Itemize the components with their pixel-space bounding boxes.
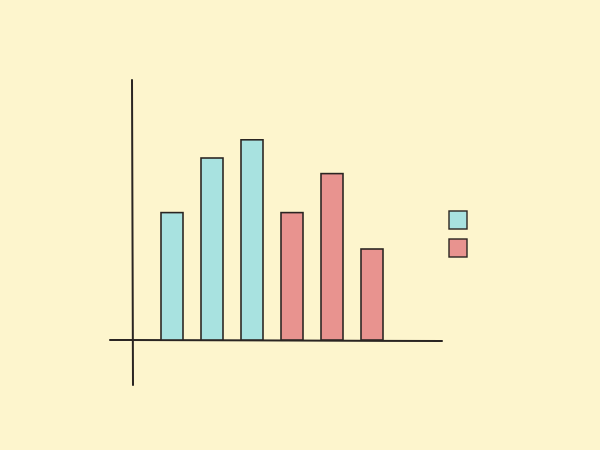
bar bbox=[160, 211, 184, 341]
x-axis bbox=[109, 339, 443, 342]
bar bbox=[280, 211, 304, 341]
legend-swatch bbox=[448, 210, 468, 230]
legend-swatch bbox=[448, 238, 468, 258]
bar bbox=[240, 139, 264, 341]
y-axis bbox=[131, 79, 134, 386]
bar bbox=[320, 172, 344, 341]
bar bbox=[200, 157, 224, 341]
bar bbox=[360, 248, 384, 341]
